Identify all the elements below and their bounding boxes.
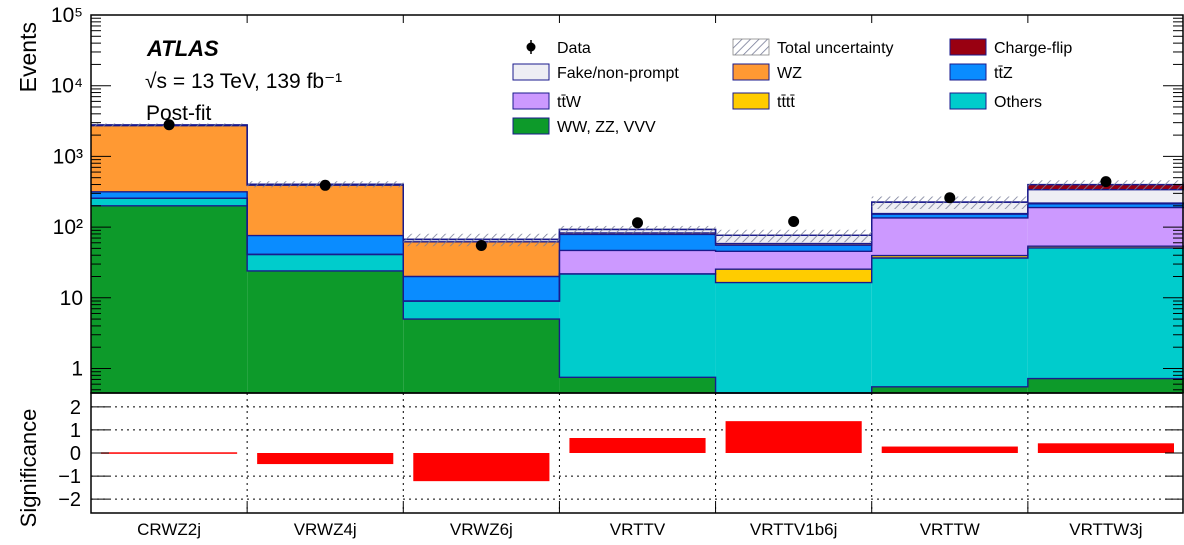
ytick-label-4: 10⁴	[51, 75, 83, 98]
data-point-0	[163, 119, 175, 131]
bar-tt-z-4	[715, 245, 872, 252]
legend-label-3: Fake/non-prompt	[557, 65, 679, 82]
data-point-5	[944, 192, 956, 204]
bar-wz-3	[559, 232, 716, 235]
legend-swatch-others	[949, 92, 987, 110]
category-label-3: VRTTV	[610, 520, 666, 539]
legend-label-0: Data	[557, 40, 591, 57]
bar-others-2	[403, 301, 560, 320]
legend-swatch-wz	[732, 63, 770, 81]
legend-swatch-tt-w	[512, 92, 550, 110]
ytick-label-2: 10²	[53, 216, 83, 239]
sig-tick-label-0: −2	[58, 489, 81, 511]
category-label-0: CRWZ2j	[137, 520, 201, 539]
bar-ww-zz-vvv-2	[403, 319, 560, 393]
bar-ww-zz-vvv-1	[247, 270, 404, 393]
sig-tick-label-1: −1	[58, 466, 81, 488]
legend-label-4: WZ	[777, 65, 802, 82]
data-point-4	[788, 215, 800, 227]
bar-others-3	[559, 273, 716, 378]
category-label-6: VRTTW3j	[1069, 520, 1142, 539]
legend-label-9: WW, ZZ, VVV	[557, 119, 656, 136]
data-point-2	[475, 239, 487, 251]
legend-swatch-ww-zz-vvv	[512, 117, 550, 135]
data-point-1	[319, 179, 331, 191]
ytick-label-0: 1	[71, 357, 83, 380]
bar-ww-zz-vvv-6	[1027, 378, 1184, 393]
sig-tick-label-3: 1	[70, 420, 81, 442]
data-point-6	[1100, 176, 1112, 188]
category-label-4: VRTTV1b6j	[750, 520, 838, 539]
uncertainty-band-4	[715, 229, 872, 243]
sig-tick-label-2: 0	[70, 443, 81, 465]
legend-label-8: Others	[994, 94, 1042, 111]
bar-ww-zz-vvv-3	[559, 377, 716, 393]
significance-bar-1	[257, 453, 394, 465]
legend-swatch-tt-z	[949, 63, 987, 81]
category-label-5: VRTTW	[920, 520, 980, 539]
legend-swatch-charge-flip	[949, 38, 987, 56]
post-fit-label: Post-fit	[146, 102, 212, 125]
energy-lumi-label: √s = 13 TeV, 139 fb⁻¹	[145, 70, 342, 93]
significance-bar-0	[101, 452, 238, 454]
legend-uncertainty-swatch	[732, 38, 770, 56]
uncertainty-band-3	[559, 225, 716, 234]
ytick-label-1: 10	[60, 287, 83, 310]
bar-ww-zz-vvv-0	[91, 205, 248, 393]
bar-wz-1	[247, 185, 404, 236]
edge-tt-w	[91, 197, 1184, 302]
bar-fake-non-prompt-6	[1027, 189, 1184, 204]
legend-label-7: tt̄tt̄	[777, 94, 795, 111]
bar-wz-4	[715, 243, 872, 246]
bar-wz-0	[91, 125, 248, 192]
bar-others-1	[247, 254, 404, 271]
bar-tt-w-5	[871, 217, 1028, 256]
legend: Data Total uncertainty Charge-flip Fake/non…	[512, 38, 1072, 136]
data-point-3	[632, 217, 643, 229]
legend-swatch-fake-non-prompt	[512, 63, 550, 81]
bar-others-5	[871, 257, 1028, 387]
legend-label-6: tt̄W	[557, 94, 582, 111]
bar-tt-w-4	[715, 251, 872, 270]
bar-tt-z-6	[1027, 203, 1184, 208]
y-axis-title: Events	[15, 22, 41, 92]
bar-tt-tt--4	[715, 269, 872, 283]
legend-label-1: Total uncertainty	[777, 40, 894, 57]
significance-axis-title: Significance	[16, 409, 41, 528]
bar-ww-zz-vvv-5	[871, 386, 1028, 393]
sig-tick-label-4: 2	[70, 397, 81, 419]
legend-label-2: Charge-flip	[994, 40, 1072, 57]
significance-bar-4	[725, 421, 862, 453]
atlas-label: ATLAS	[146, 36, 219, 61]
category-label-2: VRWZ6j	[450, 520, 513, 539]
edge-ww-zz-vvv	[91, 205, 1184, 394]
bar-others-6	[1027, 247, 1184, 379]
main-plot: 1 10 10² 10³ 10⁴ 10⁵	[51, 4, 1184, 394]
bar-tt-w-3	[559, 250, 716, 274]
legend-label-5: tt̄Z	[994, 65, 1013, 82]
significance-bar-6	[1037, 443, 1174, 453]
ytick-label-3: 10³	[53, 145, 83, 168]
bar-tt-tt--6	[1027, 246, 1184, 248]
bar-tt-z-2	[403, 276, 560, 302]
bar-others-4	[715, 282, 872, 393]
bar-tt-z-5	[871, 214, 1028, 218]
significance-bar-2	[413, 453, 550, 482]
significance-bar-5	[881, 446, 1018, 453]
ytick-label-5: 10⁵	[51, 4, 83, 27]
legend-swatch-tt-tt-	[732, 92, 770, 110]
bar-tt-tt--5	[871, 255, 1028, 258]
bar-tt-w-6	[1027, 207, 1184, 247]
bar-tt-z-3	[559, 234, 716, 251]
bar-others-0	[91, 198, 248, 206]
category-label-1: VRWZ4j	[294, 520, 357, 539]
bar-tt-z-0	[91, 191, 248, 199]
significance-bar-3	[569, 438, 706, 453]
bar-tt-z-1	[247, 235, 404, 255]
